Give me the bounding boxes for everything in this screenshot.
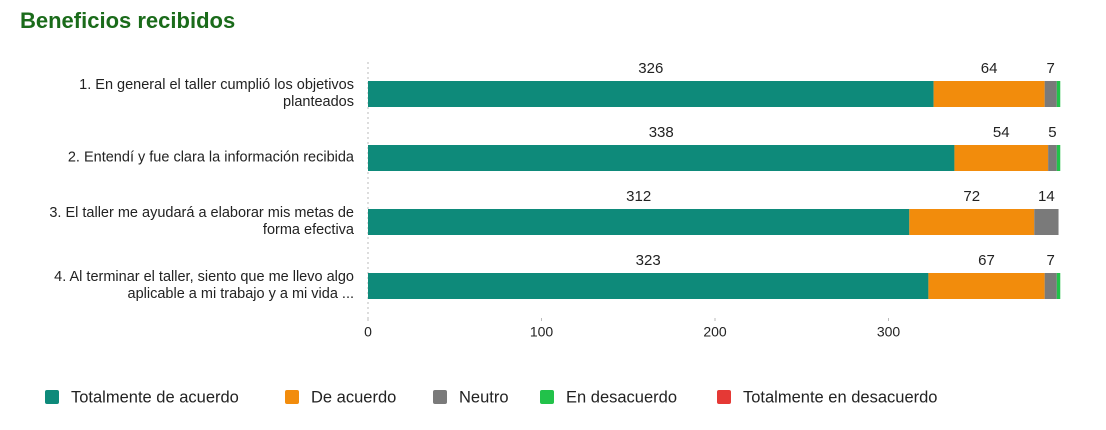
legend-swatch (285, 390, 299, 404)
data-label: 67 (978, 252, 995, 269)
category-label: 2. Entendí y fue clara la información re… (67, 149, 354, 166)
data-label: 5 (1048, 124, 1056, 141)
legend-label: Totalmente de acuerdo (71, 388, 239, 406)
legend-label: En desacuerdo (566, 388, 677, 406)
bar-segment (909, 209, 1035, 235)
data-label: 72 (963, 188, 980, 205)
bar-segment (1034, 209, 1059, 235)
data-label: 323 (636, 252, 661, 269)
x-tick-label: 0 (364, 324, 372, 340)
category-label: 1. En general el taller cumplió los obje… (79, 77, 354, 110)
data-label: 7 (1047, 60, 1055, 77)
bar-segment (1044, 81, 1057, 107)
x-tick-label: 200 (703, 324, 727, 340)
bar-segment (1056, 145, 1061, 171)
legend-swatch (45, 390, 59, 404)
legend-swatch (540, 390, 554, 404)
bar-segment (1056, 273, 1061, 299)
legend-swatch (717, 390, 731, 404)
x-tick-label: 300 (877, 324, 901, 340)
data-label: 64 (981, 60, 998, 77)
bar-segment (1056, 81, 1061, 107)
category-label: 3. El taller me ayudará a elaborar mis m… (49, 205, 354, 238)
bar-segment (368, 209, 910, 235)
legend-label: Neutro (459, 388, 509, 406)
bar-segment (933, 81, 1045, 107)
bar-segment (928, 273, 1045, 299)
bar-segment (1048, 145, 1057, 171)
bar-segment (368, 81, 934, 107)
data-label: 338 (649, 124, 674, 141)
bar-segment (1044, 273, 1057, 299)
legend-label: Totalmente en desacuerdo (743, 388, 937, 406)
data-label: 14 (1038, 188, 1055, 205)
data-label: 312 (626, 188, 651, 205)
chart-title: Beneficios recibidos (20, 8, 236, 33)
category-label: 4. Al terminar el taller, siento que me … (54, 269, 354, 302)
data-label: 54 (993, 124, 1010, 141)
legend-label: De acuerdo (311, 388, 396, 406)
bar-segment (954, 145, 1049, 171)
legend-swatch (433, 390, 447, 404)
data-label: 326 (638, 60, 663, 77)
x-tick-label: 100 (530, 324, 554, 340)
bar-segment (368, 145, 955, 171)
data-label: 7 (1047, 252, 1055, 269)
bar-segment (368, 273, 929, 299)
